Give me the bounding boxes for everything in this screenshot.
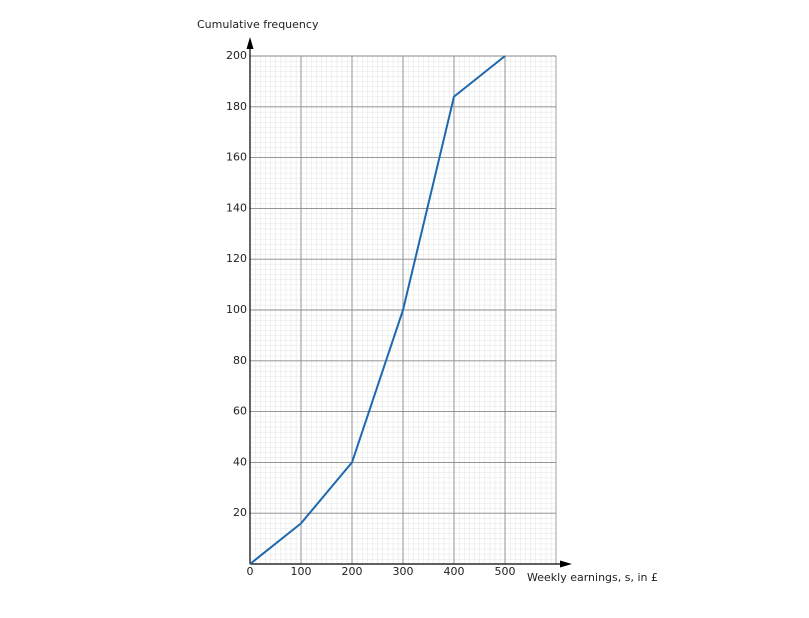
- y-tick-label: 200: [226, 49, 247, 62]
- x-tick-label: 400: [444, 565, 465, 578]
- y-tick-label: 20: [233, 506, 247, 519]
- y-tick-label: 140: [226, 201, 247, 214]
- x-arrow: [560, 560, 572, 568]
- y-tick-label: 60: [233, 405, 247, 418]
- y-tick-label: 80: [233, 354, 247, 367]
- x-tick-label: 200: [342, 565, 363, 578]
- y-tick-label: 40: [233, 455, 247, 468]
- y-arrow: [246, 37, 254, 49]
- data-line: [249, 55, 506, 565]
- y-tick-label: 180: [226, 100, 247, 113]
- x-tick-label: 100: [291, 565, 312, 578]
- x-tick-label: 300: [393, 565, 414, 578]
- y-tick-label: 160: [226, 151, 247, 164]
- y-axis-label: Cumulative frequency: [197, 18, 319, 31]
- y-tick-label: 100: [226, 303, 247, 316]
- x-axis-label: Weekly earnings, s, in £: [527, 571, 658, 584]
- y-tick-label: 120: [226, 252, 247, 265]
- x-tick-label: 0: [247, 565, 254, 578]
- x-tick-label: 500: [495, 565, 516, 578]
